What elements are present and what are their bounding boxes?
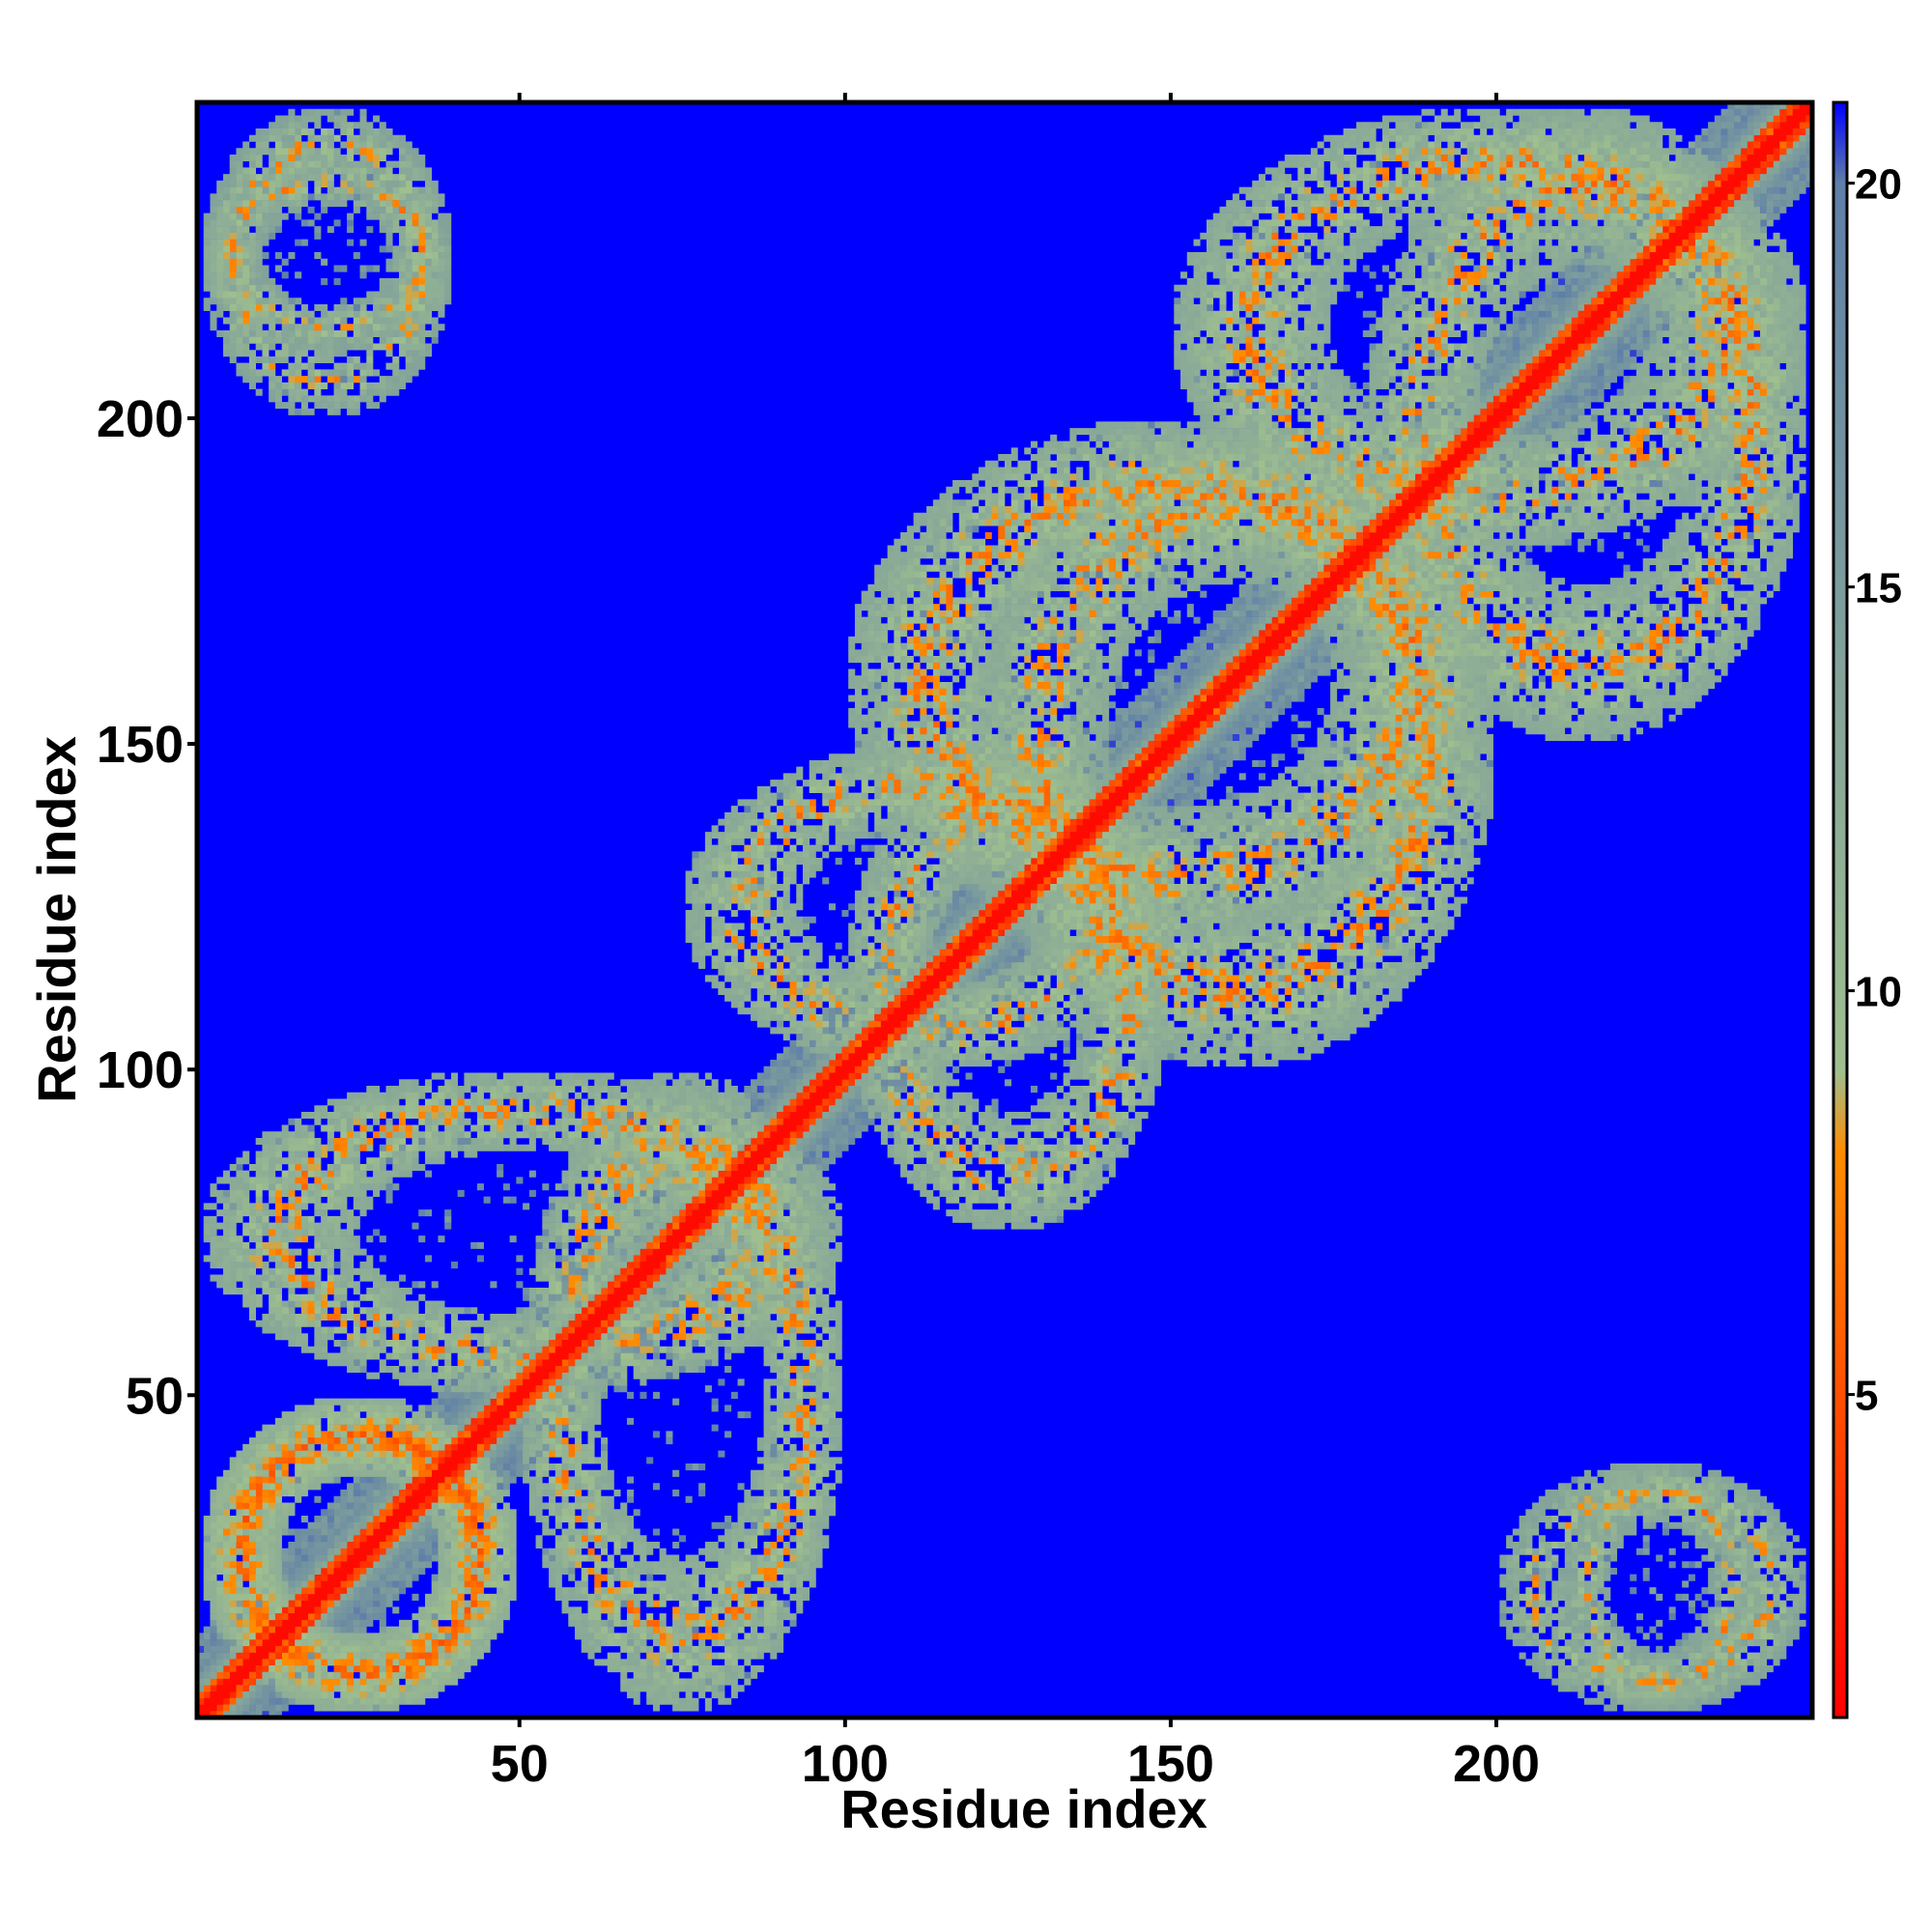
colorbar-tick-label: 5 xyxy=(1855,1373,1878,1420)
colorbar-gradient xyxy=(1832,100,1849,1719)
heatmap-cell-group xyxy=(197,102,1813,1719)
heatmap-cells xyxy=(197,102,1813,1719)
colorbar-tick-label: 20 xyxy=(1855,161,1902,209)
y-tick-label: 100 xyxy=(97,1041,184,1099)
axes: 50 100 150 200 50 100 150 200 xyxy=(97,93,1540,1793)
x-tick-label: 50 xyxy=(491,1735,549,1793)
colorbar-tick-label: 15 xyxy=(1855,565,1902,612)
colorbar: 5 10 15 20 xyxy=(1832,100,1902,1719)
y-tick-label: 200 xyxy=(97,390,184,448)
colorbar-tick-label: 10 xyxy=(1855,969,1902,1016)
plot-frame xyxy=(194,99,1815,1720)
y-axis-title: Residue index xyxy=(26,736,87,1103)
y-tick-label: 50 xyxy=(126,1367,184,1425)
y-tick-label: 150 xyxy=(97,716,184,774)
x-axis-title: Residue index xyxy=(840,1778,1208,1839)
x-tick-label: 150 xyxy=(1127,1735,1214,1793)
x-tick-label: 200 xyxy=(1453,1735,1540,1793)
x-tick-label: 100 xyxy=(802,1735,889,1793)
